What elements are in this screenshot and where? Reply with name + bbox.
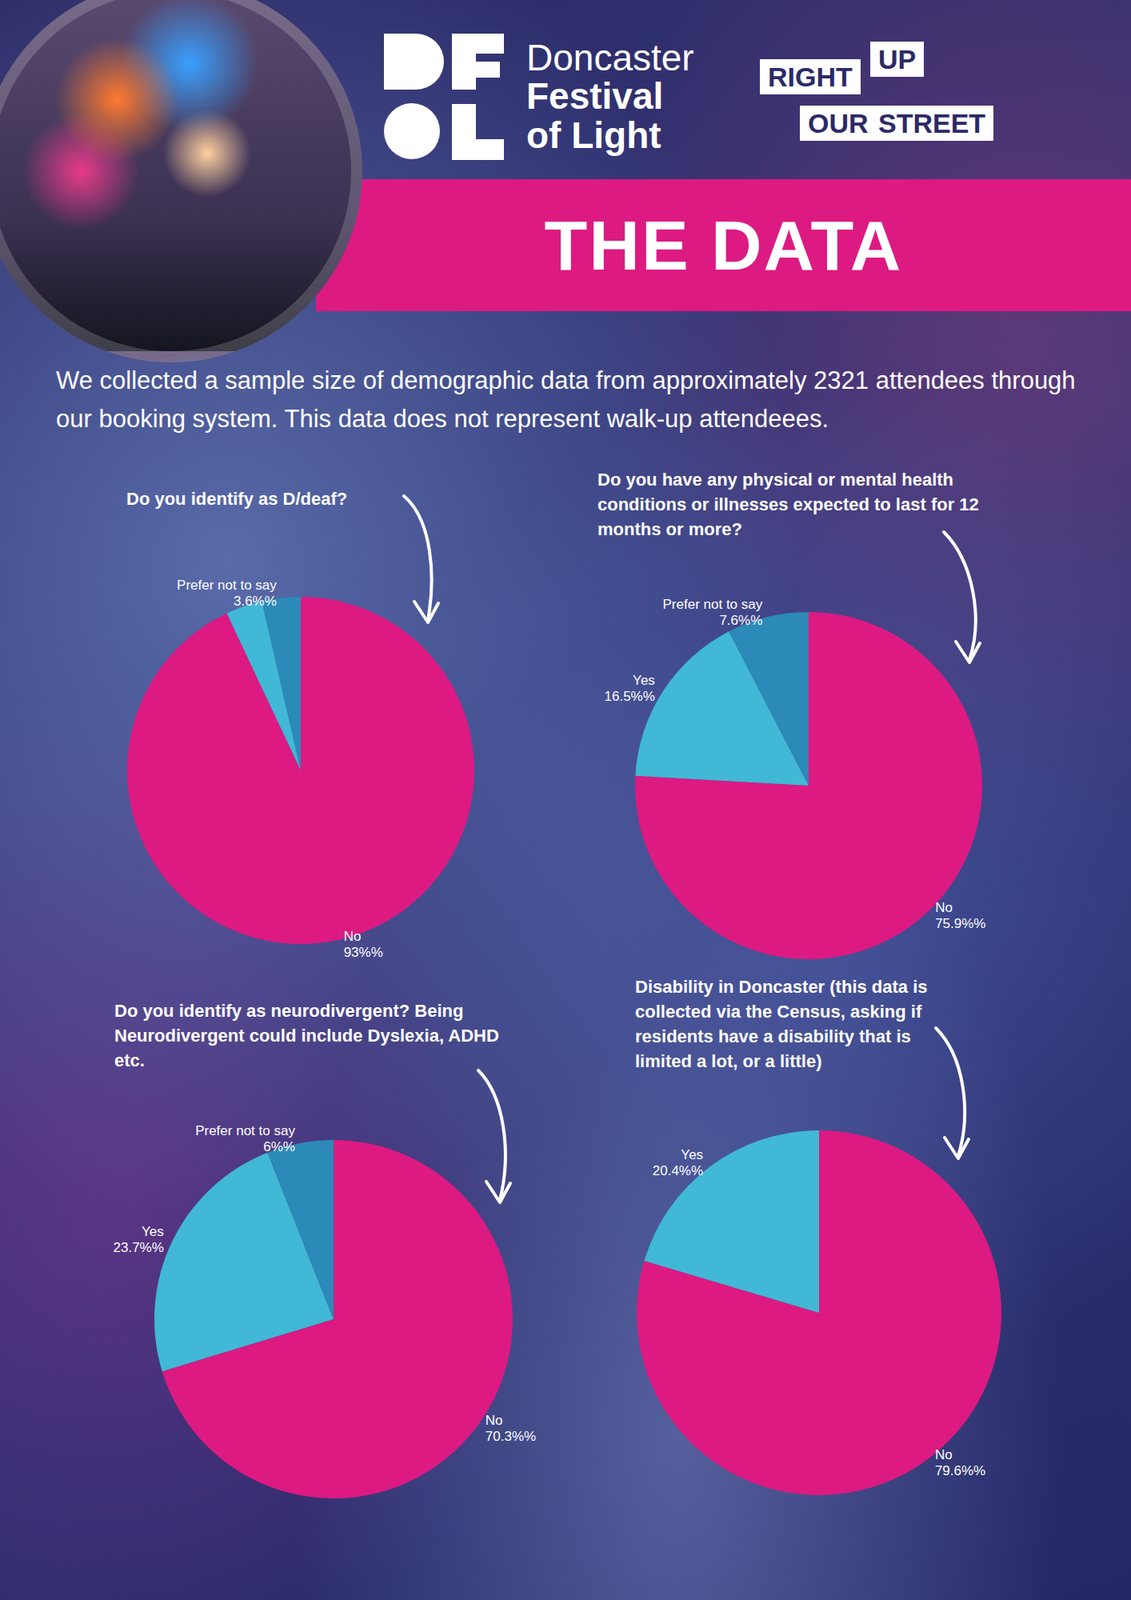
svg-text:70.3%%: 70.3%% — [485, 1428, 536, 1444]
svg-text:23.7%%: 23.7%% — [112, 1239, 164, 1255]
svg-text:93%%: 93%% — [343, 944, 384, 960]
svg-text:16.5%%: 16.5%% — [604, 688, 656, 704]
html-text:Disability in Doncaster (this: Disability in Doncaster (this data is co… — [635, 976, 928, 1072]
svg-text:No: No — [343, 928, 362, 944]
svg-text:Prefer not to say: Prefer not to say — [195, 1123, 296, 1139]
html-text:THE DATA: THE DATA — [544, 205, 903, 285]
html-text:OUR STREET: OUR STREET — [807, 107, 986, 139]
svg-text:No: No — [485, 1412, 504, 1428]
html-text:UP: UP — [878, 43, 916, 75]
svg-text:79.6%%: 79.6%% — [935, 1462, 986, 1479]
html-text:Do you identify as neurodiverg: Do you identify as neurodivergent? Being… — [114, 1000, 499, 1071]
svg-text:Yes: Yes — [680, 1146, 704, 1163]
html-text:Festival: Festival — [526, 75, 664, 118]
svg-text:Yes: Yes — [141, 1223, 164, 1239]
svg-text:Prefer not to say: Prefer not to say — [176, 577, 277, 593]
svg-text:Prefer not to say: Prefer not to say — [663, 596, 764, 612]
svg-text:3.6%%: 3.6%% — [233, 593, 277, 609]
svg-text:Yes: Yes — [632, 672, 656, 688]
svg-text:75.9%%: 75.9%% — [935, 915, 986, 932]
svg-text:20.4%%: 20.4%% — [652, 1162, 704, 1179]
html-text:RIGHT: RIGHT — [767, 61, 853, 92]
html-text:Do you identify as D/deaf?: Do you identify as D/deaf? — [126, 488, 348, 509]
svg-text:No: No — [935, 1446, 953, 1463]
html-text:Do you have any physical or me: Do you have any physical or mental healt… — [597, 469, 979, 540]
html-text:Doncaster: Doncaster — [526, 36, 695, 79]
svg-text:7.6%%: 7.6%% — [719, 612, 763, 628]
svg-text:6%%: 6%% — [263, 1138, 296, 1155]
html-text:We collected a sample size of: We collected a sample size of demographi… — [55, 366, 1076, 433]
html-text:of Light: of Light — [526, 114, 662, 156]
svg-text:No: No — [935, 899, 953, 916]
